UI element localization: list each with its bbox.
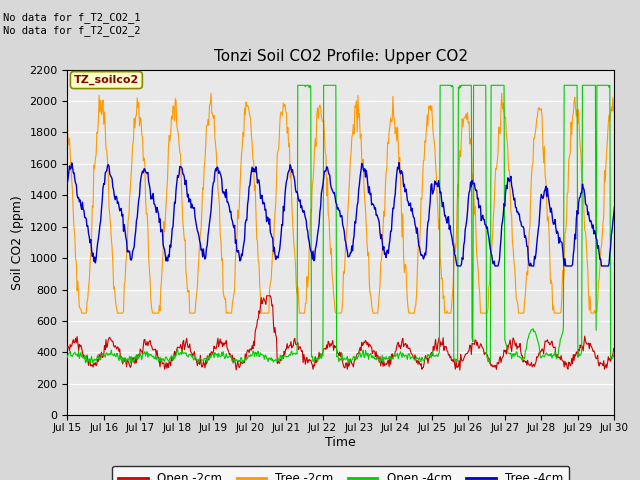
Text: No data for f_T2_CO2_2: No data for f_T2_CO2_2 xyxy=(3,25,141,36)
Title: Tonzi Soil CO2 Profile: Upper CO2: Tonzi Soil CO2 Profile: Upper CO2 xyxy=(214,49,468,64)
Text: TZ_soilco2: TZ_soilco2 xyxy=(74,75,139,85)
Legend: Open -2cm, Tree -2cm, Open -4cm, Tree -4cm: Open -2cm, Tree -2cm, Open -4cm, Tree -4… xyxy=(113,466,569,480)
X-axis label: Time: Time xyxy=(325,436,356,449)
Y-axis label: Soil CO2 (ppm): Soil CO2 (ppm) xyxy=(11,195,24,290)
Text: No data for f_T2_CO2_1: No data for f_T2_CO2_1 xyxy=(3,12,141,23)
